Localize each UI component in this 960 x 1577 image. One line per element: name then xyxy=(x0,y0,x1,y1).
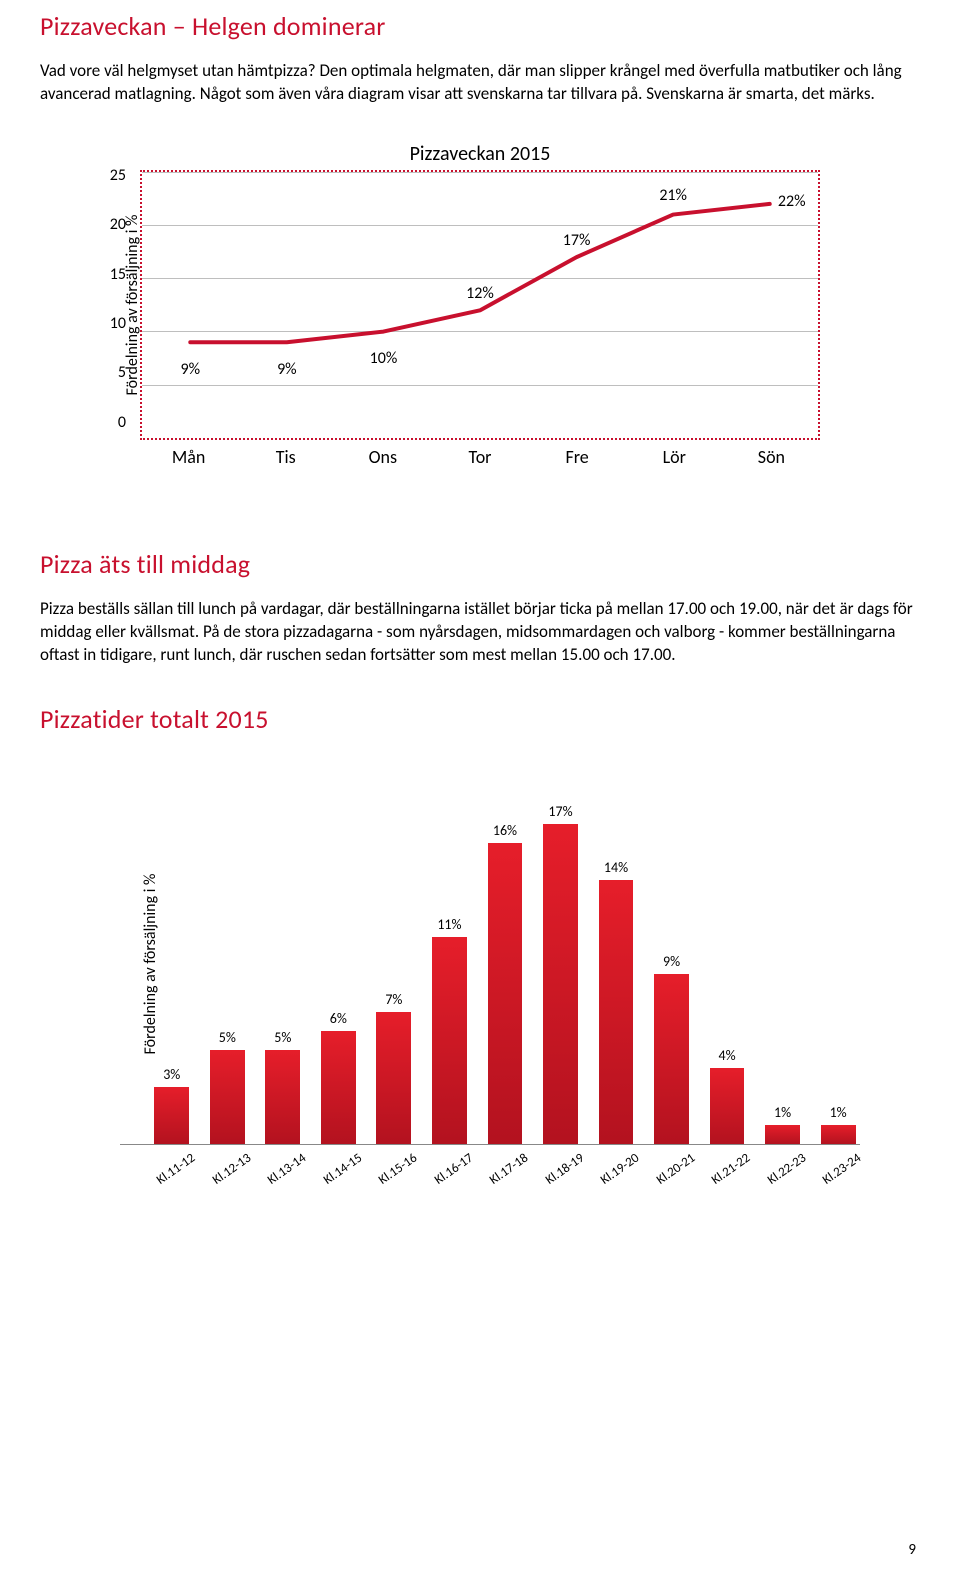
bar-xtick: Kl.23-24 xyxy=(820,1150,864,1187)
bar-chart-xaxis: Kl.11-12Kl.12-13Kl.13-14Kl.14-15Kl.15-16… xyxy=(120,1163,860,1178)
bar-value-label: 5% xyxy=(219,1029,236,1046)
bar-xtick: Kl.22-23 xyxy=(765,1150,809,1187)
bar-value-label: 6% xyxy=(330,1010,347,1027)
bar-column: 9% xyxy=(650,953,694,1143)
bar-chart-plot: Fördelning av försäljning i % 3% 5% 5% 6% 7%… xyxy=(120,785,860,1145)
bar-xtick: Kl.19-20 xyxy=(598,1150,642,1187)
bar-column: 17% xyxy=(539,803,583,1144)
bar xyxy=(210,1050,245,1144)
bar-xtick: Kl.15-16 xyxy=(376,1150,420,1187)
bar-column: 7% xyxy=(372,991,416,1144)
bar-column: 14% xyxy=(594,859,638,1144)
bar-column: 5% xyxy=(206,1029,250,1144)
line-chart: Pizzaveckan 2015 2520151050 Fördelning a… xyxy=(140,142,820,468)
xtick: Lör xyxy=(626,440,723,468)
xtick: Ons xyxy=(334,440,431,468)
bar-column: 6% xyxy=(317,1010,361,1144)
bar-xtick: Kl.12-13 xyxy=(209,1150,253,1187)
xtick: Tis xyxy=(237,440,334,468)
bar-xtick: Kl.17-18 xyxy=(487,1150,531,1187)
bar-value-label: 11% xyxy=(437,916,461,933)
bar xyxy=(543,824,578,1144)
ytick: 10 xyxy=(86,314,126,333)
section3-title: Pizzatider totalt 2015 xyxy=(40,703,920,735)
line-chart-xaxis: MånTisOnsTorFreLörSön xyxy=(140,440,820,468)
bar xyxy=(821,1125,856,1144)
line-chart-yaxis: 25 20 15 10 5 0 xyxy=(86,166,126,432)
bar xyxy=(265,1050,300,1144)
bar xyxy=(710,1068,745,1143)
bar-column: 4% xyxy=(705,1047,749,1143)
line-chart-svg xyxy=(142,172,818,438)
bar-xtick: Kl.20-21 xyxy=(654,1150,698,1187)
bar-value-label: 16% xyxy=(493,822,517,839)
section2-title: Pizza äts till middag xyxy=(40,548,920,580)
bar-value-label: 9% xyxy=(663,953,680,970)
page-number: 9 xyxy=(908,1541,916,1559)
line-chart-title: Pizzaveckan 2015 xyxy=(140,142,820,166)
bar xyxy=(488,843,523,1144)
bar-column: 11% xyxy=(428,916,472,1144)
data-label: 21% xyxy=(659,186,687,205)
bar-value-label: 1% xyxy=(774,1104,791,1121)
data-label: 9% xyxy=(277,360,297,379)
data-label: 10% xyxy=(370,349,398,368)
bar-value-label: 5% xyxy=(274,1029,291,1046)
ytick: 20 xyxy=(86,215,126,234)
bar xyxy=(321,1031,356,1144)
xtick: Tor xyxy=(431,440,528,468)
bar-xtick: Kl.11-12 xyxy=(154,1150,198,1187)
bar-xtick: Kl.18-19 xyxy=(543,1150,587,1187)
bar-column: 3% xyxy=(150,1066,194,1143)
data-label: 22% xyxy=(778,192,806,211)
ytick: 0 xyxy=(86,413,126,432)
bar xyxy=(765,1125,800,1144)
bar-column: 5% xyxy=(261,1029,305,1144)
bar-xtick: Kl.13-14 xyxy=(265,1150,309,1187)
bar-column: 1% xyxy=(816,1104,860,1144)
xtick: Mån xyxy=(140,440,237,468)
bar xyxy=(654,974,689,1143)
bar-value-label: 7% xyxy=(385,991,402,1008)
bar-xtick: Kl.21-22 xyxy=(709,1150,753,1187)
data-label: 9% xyxy=(181,360,201,379)
line-chart-ylabel: Fördelning av försäljning i % xyxy=(123,214,142,395)
line-chart-plot: 2520151050 Fördelning av försäljning i %… xyxy=(140,170,820,440)
bar xyxy=(154,1087,189,1143)
bar-column: 16% xyxy=(483,822,527,1144)
section2-text: Pizza beställs sällan till lunch på vard… xyxy=(40,598,920,667)
section1-title: Pizzaveckan – Helgen dominerar xyxy=(40,10,920,42)
bar-xtick: Kl.16-17 xyxy=(432,1150,476,1187)
bar xyxy=(432,937,467,1144)
bar-chart: Fördelning av försäljning i % 3% 5% 5% 6% 7%… xyxy=(120,785,860,1178)
bar-chart-ylabel: Fördelning av försäljning i % xyxy=(141,874,160,1055)
bar-xtick: Kl.14-15 xyxy=(321,1150,365,1187)
xtick: Sön xyxy=(723,440,820,468)
ytick: 15 xyxy=(86,265,126,284)
data-label: 12% xyxy=(466,284,494,303)
data-label: 17% xyxy=(563,231,591,250)
section1-text: Vad vore väl helgmyset utan hämtpizza? D… xyxy=(40,60,920,106)
bar-value-label: 14% xyxy=(604,859,628,876)
bar xyxy=(599,880,634,1144)
bar-column: 1% xyxy=(761,1104,805,1144)
bar-value-label: 3% xyxy=(163,1066,180,1083)
xtick: Fre xyxy=(529,440,626,468)
bar xyxy=(376,1012,411,1144)
bar-value-label: 17% xyxy=(548,803,572,820)
bar-value-label: 1% xyxy=(830,1104,847,1121)
ytick: 5 xyxy=(86,363,126,382)
bar-value-label: 4% xyxy=(719,1047,736,1064)
ytick: 25 xyxy=(86,166,126,185)
